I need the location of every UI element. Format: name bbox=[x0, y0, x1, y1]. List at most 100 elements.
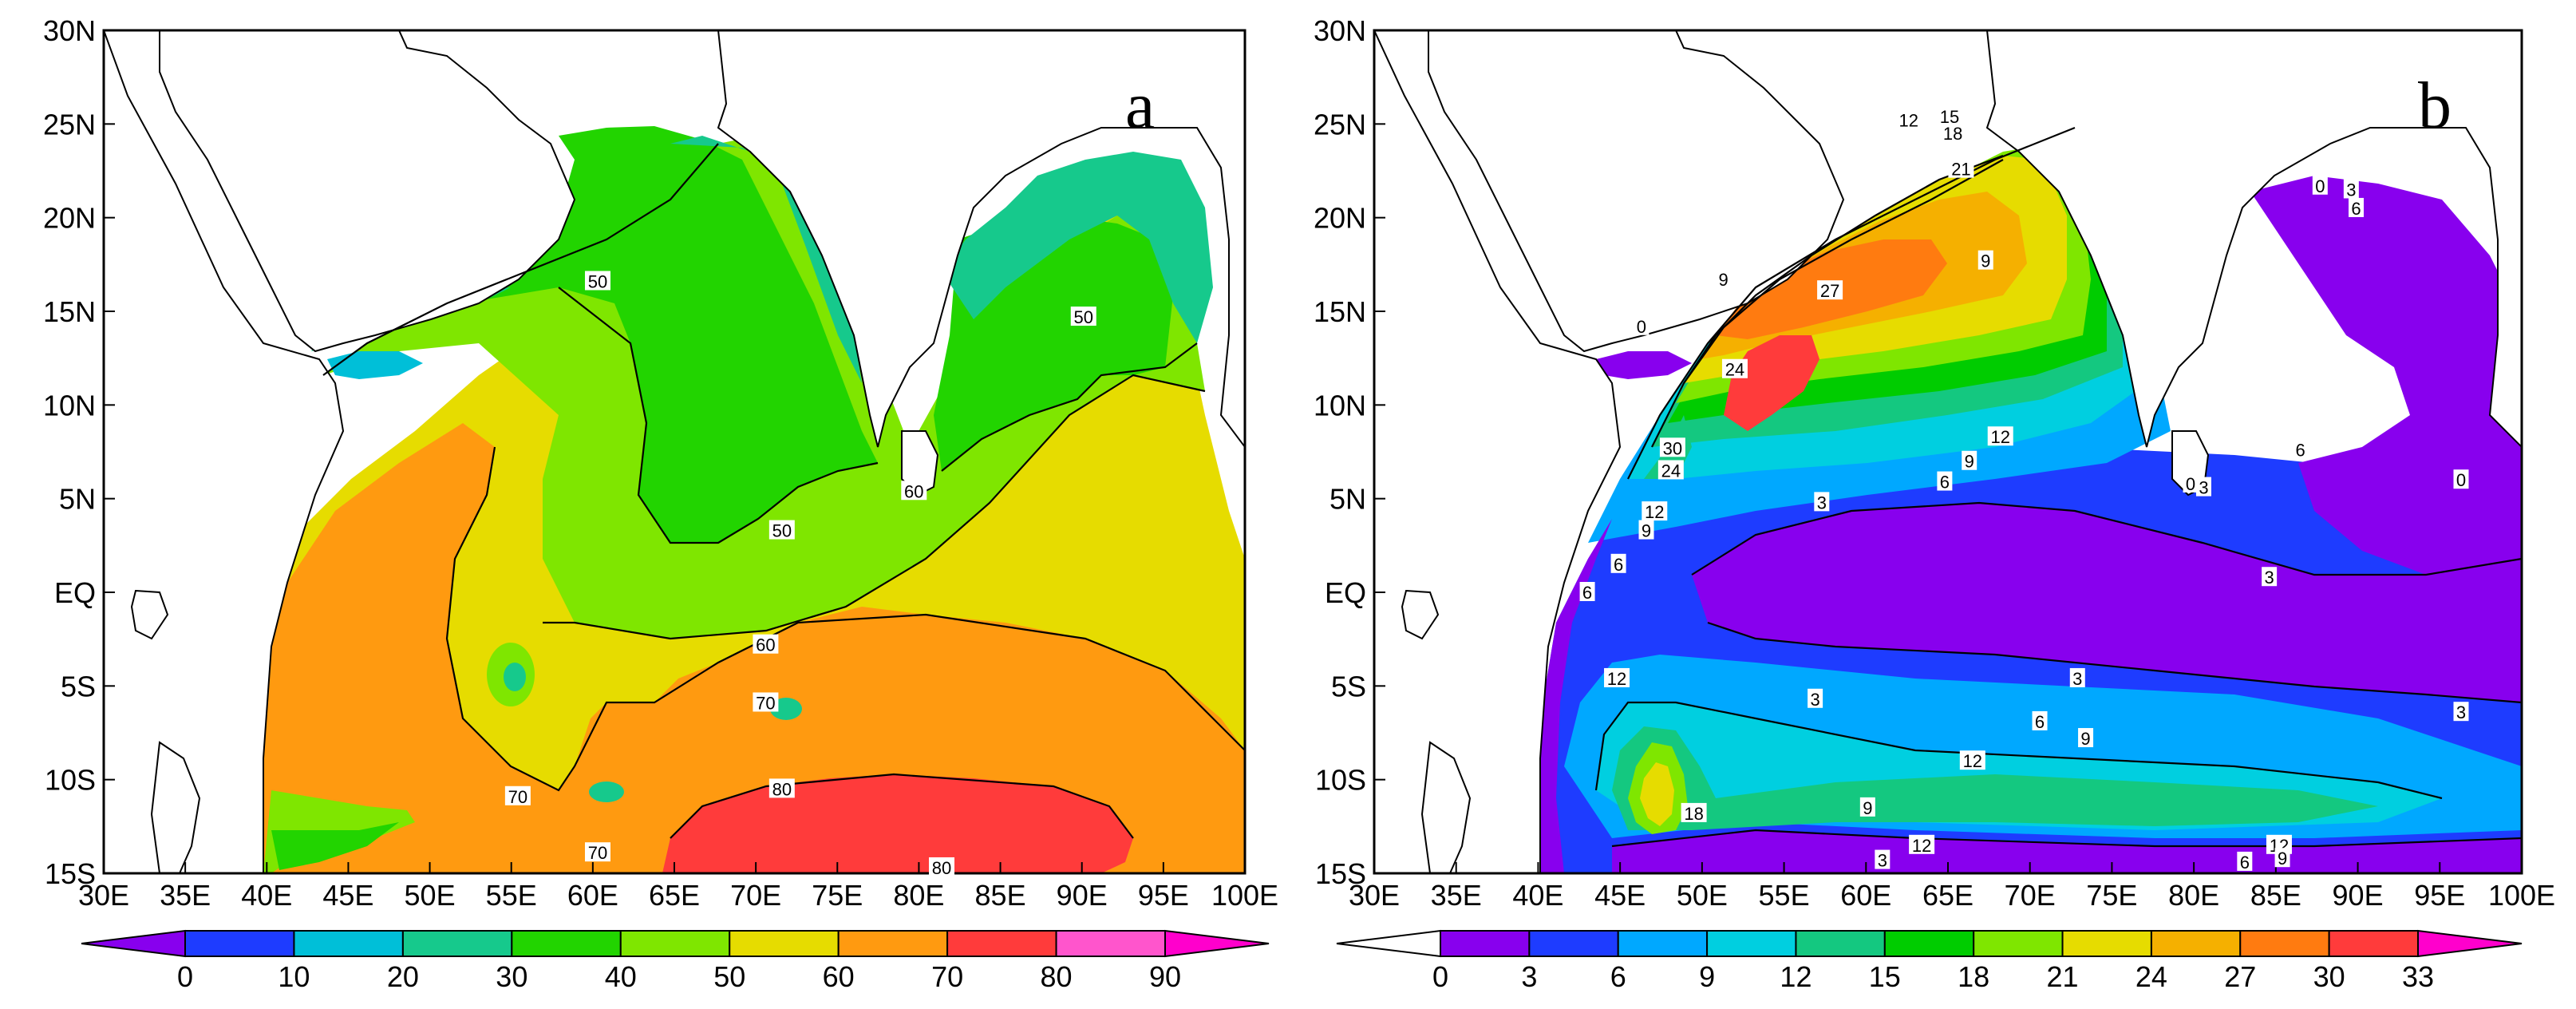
contour-label: 12 bbox=[1912, 836, 1931, 856]
x-tick-label: 75E bbox=[812, 879, 863, 912]
contour-label: 50 bbox=[1074, 307, 1093, 327]
contour-label: 6 bbox=[2240, 853, 2250, 872]
colorbar-segment bbox=[1440, 930, 1531, 957]
a-colorbar: 0 10 20 30 40 50 60 70 80 90 bbox=[81, 929, 1270, 993]
colorbar-segment bbox=[1055, 930, 1166, 957]
a-band-80-90 bbox=[662, 774, 1133, 873]
x-tick-label: 40E bbox=[241, 879, 292, 912]
colorbar-segment bbox=[1883, 930, 1975, 957]
x-tick-label: 45E bbox=[322, 879, 373, 912]
a-contour-labels: 50 50 60 50 60 70 70 80 70 80 bbox=[504, 271, 1096, 878]
b-land-madagascar bbox=[1420, 741, 1472, 873]
y-tick-label: EQ bbox=[1325, 576, 1366, 609]
x-tick-label: 100E bbox=[1211, 879, 1278, 912]
contour-label: 3 bbox=[2072, 669, 2082, 689]
x-tick-label: 80E bbox=[2168, 879, 2219, 912]
contour-label-bg bbox=[1814, 492, 1830, 512]
colorbar-segment bbox=[511, 930, 622, 957]
contour-label-bg bbox=[929, 857, 955, 876]
colorbar-segment bbox=[184, 930, 295, 957]
contour-label: 24 bbox=[1725, 360, 1744, 380]
b-land-india bbox=[1843, 30, 2522, 449]
contour-label-bg bbox=[2312, 175, 2328, 195]
contour-label: 24 bbox=[1661, 461, 1681, 481]
colorbar-segment bbox=[293, 930, 404, 957]
a-land-india bbox=[575, 30, 1245, 449]
colorbar-low-arrow bbox=[1336, 929, 1441, 958]
contour-label: 9 bbox=[1981, 251, 1990, 271]
contour-label: 9 bbox=[1718, 270, 1728, 290]
contour-label: 60 bbox=[756, 635, 775, 655]
x-tick-label: 40E bbox=[1512, 879, 1563, 912]
contour-label: 6 bbox=[1582, 583, 1592, 603]
x-tick-label: 75E bbox=[2086, 879, 2137, 912]
contour-label: 9 bbox=[1863, 798, 1872, 818]
x-tick-label: 95E bbox=[1138, 879, 1189, 912]
x-tick-label: 90E bbox=[2333, 879, 2384, 912]
colorbar-label: 30 bbox=[496, 960, 527, 993]
contour-label-bg bbox=[901, 481, 927, 501]
colorbar-label: 10 bbox=[278, 960, 310, 993]
colorbar-label: 40 bbox=[605, 960, 637, 993]
y-tick-label: 5S bbox=[61, 670, 96, 702]
x-tick-label: 60E bbox=[1840, 879, 1891, 912]
contour-label-bg bbox=[2069, 667, 2085, 687]
contour-label-bg bbox=[1604, 667, 1630, 687]
contour-label: 9 bbox=[2278, 849, 2287, 869]
contour-label-bg bbox=[768, 778, 795, 798]
contour-label: 12 bbox=[1607, 669, 1626, 689]
a-land-africa-arabia bbox=[104, 30, 576, 873]
contour-label-bg bbox=[2237, 851, 2253, 871]
x-tick-label: 90E bbox=[1057, 879, 1108, 912]
contour-label: 3 bbox=[2265, 568, 2274, 588]
x-tick-label: 95E bbox=[2414, 879, 2465, 912]
contour-label-bg bbox=[584, 271, 610, 291]
colorbar-high-arrow bbox=[2417, 929, 2523, 958]
colorbar-label: 70 bbox=[931, 960, 963, 993]
a-sw-bands-2 bbox=[271, 822, 399, 870]
colorbar-label: 30 bbox=[2313, 960, 2345, 993]
contour-label-bg bbox=[1716, 269, 1732, 289]
contour-label: 50 bbox=[588, 271, 607, 291]
contour-label-bg bbox=[2195, 477, 2211, 497]
contour-label-bg bbox=[768, 520, 795, 540]
a-contour-lines bbox=[322, 143, 1245, 839]
y-tick-label: 10N bbox=[43, 389, 96, 421]
b-band-0-3-south bbox=[1612, 830, 2522, 873]
y-tick-label: 20N bbox=[1314, 202, 1366, 235]
y-tick-label: 15S bbox=[45, 857, 96, 890]
colorbar-segment bbox=[1795, 930, 1886, 957]
contour-label-bg bbox=[2343, 179, 2359, 199]
colorbar-segment bbox=[619, 930, 731, 957]
x-tick-label: 60E bbox=[567, 879, 618, 912]
b-land-socotra bbox=[1401, 589, 1440, 640]
x-tick-label: 85E bbox=[975, 879, 1026, 912]
b-land-africa-arabia bbox=[1374, 30, 1845, 873]
contour-label-bg bbox=[584, 842, 610, 862]
contour-label: 18 bbox=[1943, 124, 1962, 144]
x-tick-label: 50E bbox=[1677, 879, 1728, 912]
colorbar-label: 15 bbox=[1869, 960, 1901, 993]
y-tick-label: 10S bbox=[45, 764, 96, 797]
contour-label-bg bbox=[2183, 473, 2199, 493]
y-tick-label: 5N bbox=[59, 483, 96, 516]
colorbar-segment bbox=[1973, 930, 2064, 957]
contour-label: 80 bbox=[932, 858, 951, 878]
colorbar-label: 6 bbox=[1610, 960, 1626, 993]
colorbar-high-arrow bbox=[1164, 929, 1270, 958]
colorbar-segment bbox=[729, 930, 840, 957]
contour-label-bg bbox=[1909, 834, 1935, 854]
y-tick-label: 20N bbox=[43, 202, 96, 235]
contour-label: 70 bbox=[588, 843, 607, 863]
contour-label: 3 bbox=[2199, 478, 2208, 498]
x-tick-label: 55E bbox=[1759, 879, 1810, 912]
contour-label-bg bbox=[1948, 158, 1974, 178]
contour-label: 3 bbox=[2346, 180, 2356, 200]
x-tick-label: 45E bbox=[1594, 879, 1646, 912]
colorbar-label: 33 bbox=[2402, 960, 2434, 993]
x-tick-label: 35E bbox=[1431, 879, 1482, 912]
contour-label-bg bbox=[2262, 567, 2278, 587]
contour-label: 0 bbox=[2186, 474, 2195, 494]
x-tick-label: 30E bbox=[78, 879, 129, 912]
contour-label-bg bbox=[2349, 197, 2365, 217]
